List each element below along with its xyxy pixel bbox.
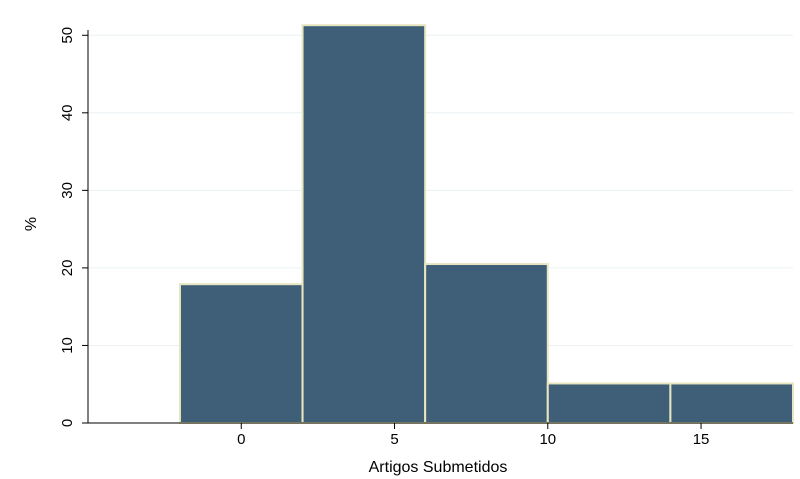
x-axis-title: Artigos Submetidos	[369, 459, 508, 476]
y-tick-label-50: 50	[59, 27, 76, 44]
x-axis-ticks: 0 5 10 15	[237, 423, 709, 448]
histogram-bar-1	[301, 24, 427, 425]
histogram-bar-3	[546, 382, 672, 425]
x-tick-label-0: 0	[237, 431, 245, 448]
x-tick-label-15: 15	[693, 431, 710, 448]
histogram-bar-4	[669, 382, 794, 425]
y-tick-label-0: 0	[59, 419, 76, 427]
histogram-bar-0	[178, 283, 304, 424]
histogram-bars	[178, 24, 794, 425]
x-tick-label-5: 5	[390, 431, 398, 448]
y-tick-label-30: 30	[59, 182, 76, 199]
y-tick-label-20: 20	[59, 260, 76, 277]
y-axis-title: %	[23, 217, 40, 231]
y-tick-label-40: 40	[59, 104, 76, 121]
x-tick-label-10: 10	[539, 431, 556, 448]
histogram-bar-2	[424, 263, 549, 424]
y-axis-ticks: 0 10 20 30 40 50	[59, 27, 88, 427]
y-tick-label-10: 10	[59, 337, 76, 354]
axes	[87, 30, 793, 424]
